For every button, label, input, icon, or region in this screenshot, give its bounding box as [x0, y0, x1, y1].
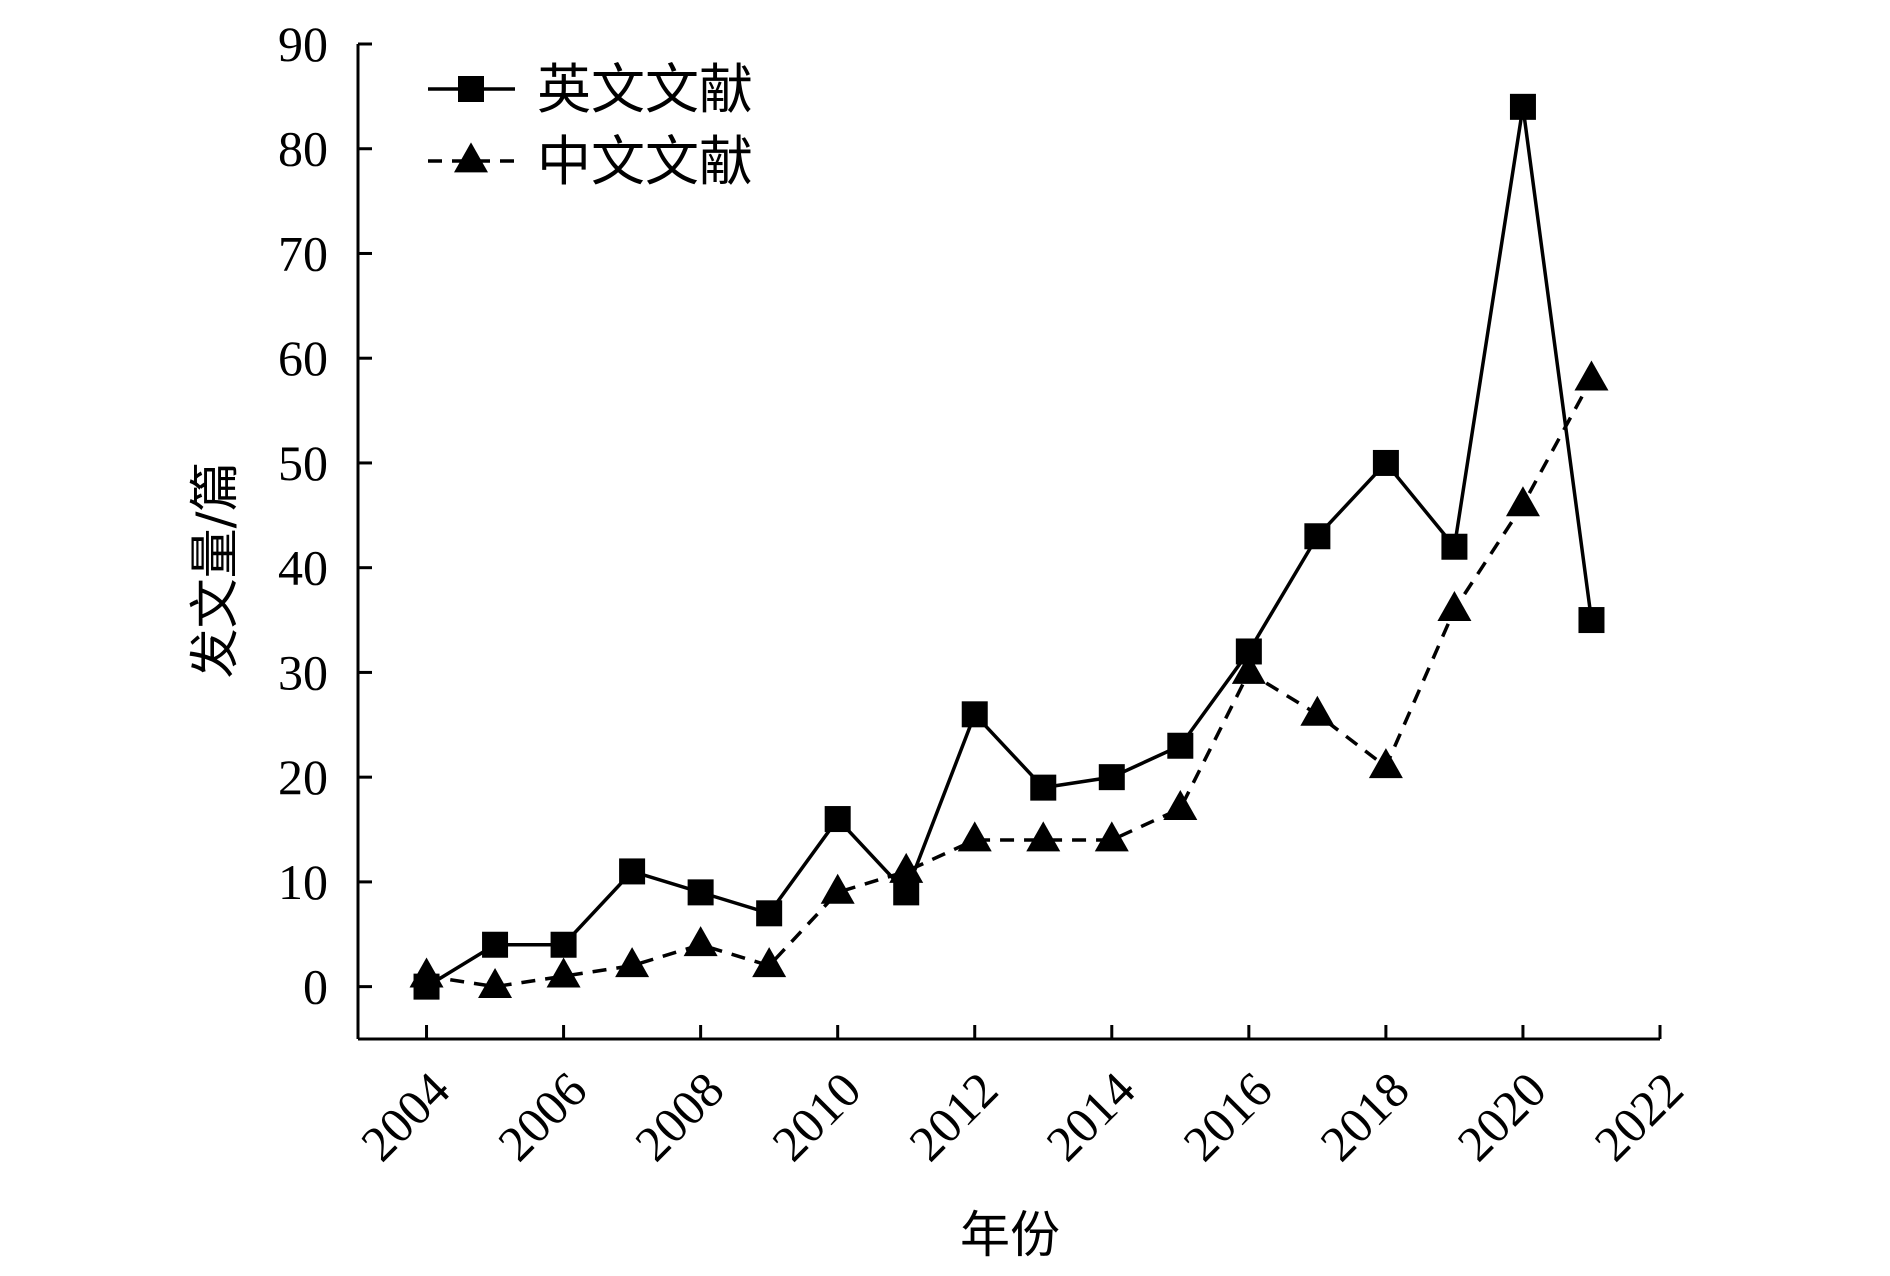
- data-point-square: [1372, 449, 1399, 476]
- data-point-triangle: [478, 968, 513, 999]
- x-tick-label: 2004: [350, 1061, 460, 1171]
- y-tick-label: 40: [278, 540, 328, 596]
- series-line: [426, 378, 1594, 989]
- y-tick-label: 30: [278, 644, 328, 700]
- x-tick-label: 2010: [761, 1061, 871, 1171]
- data-point-triangle: [1231, 653, 1266, 684]
- data-point-triangle: [957, 821, 992, 852]
- x-tick-label: 2022: [1583, 1061, 1693, 1171]
- data-point-triangle: [1163, 789, 1198, 820]
- data-point-triangle: [820, 873, 855, 904]
- data-point-square: [1235, 638, 1262, 665]
- data-point-triangle: [1505, 486, 1540, 517]
- y-tick-label: 50: [278, 435, 328, 491]
- x-tick-label: 2012: [898, 1061, 1008, 1171]
- data-point-square: [1030, 774, 1057, 801]
- data-point-square: [687, 879, 714, 906]
- y-tick-label: 80: [278, 121, 328, 177]
- x-tick-label: 2014: [1035, 1061, 1145, 1171]
- data-point-triangle: [683, 926, 718, 957]
- legend-marker: [454, 142, 488, 173]
- x-tick-label: 2008: [624, 1061, 734, 1171]
- data-point-triangle: [1437, 590, 1472, 621]
- y-tick-label: 70: [278, 225, 328, 281]
- data-point-square: [756, 900, 783, 927]
- series-line: [425, 106, 1594, 989]
- data-point-square: [413, 973, 440, 1000]
- x-axis-title: 年份: [960, 1206, 1060, 1264]
- y-ticks: 0 10 20 30 40 50 60 70 80 90: [278, 16, 372, 1015]
- series-english: [413, 93, 1605, 1000]
- series: [409, 93, 1609, 1000]
- data-point-square: [1167, 732, 1194, 759]
- axes: [356, 44, 1660, 1041]
- data-point-triangle: [615, 947, 650, 978]
- data-point-square: [1304, 523, 1331, 550]
- data-point-triangle: [1094, 821, 1129, 852]
- data-point-triangle: [1574, 360, 1609, 391]
- data-point-triangle: [546, 957, 581, 988]
- data-point-square: [619, 858, 646, 885]
- y-tick-label: 90: [278, 16, 328, 72]
- data-point-triangle: [1368, 748, 1403, 779]
- data-point-square: [1441, 533, 1468, 560]
- data-point-square: [893, 879, 920, 906]
- legend-item: 英文文献: [428, 58, 753, 121]
- data-point-square: [550, 931, 577, 958]
- data-point-square: [961, 701, 988, 728]
- y-tick-label: 20: [278, 749, 328, 805]
- legend-label: 英文文献: [537, 58, 753, 121]
- data-point-square: [1578, 607, 1605, 634]
- y-tick-label: 0: [303, 959, 328, 1015]
- y-tick-label: 60: [278, 330, 328, 386]
- legend-item: 中文文献: [428, 130, 753, 193]
- data-point-triangle: [752, 947, 787, 978]
- data-point-triangle: [1026, 821, 1061, 852]
- x-tick-label: 2006: [487, 1061, 597, 1171]
- data-point-square: [1098, 764, 1125, 791]
- data-point-triangle: [889, 852, 924, 883]
- series-chinese: [409, 360, 1609, 999]
- x-tick-label: 2018: [1309, 1061, 1419, 1171]
- legend-marker: [458, 76, 484, 102]
- x-ticks: 2004 2006 2008 2010 2012 2014 2016 2018 2020 2022: [350, 1025, 1694, 1171]
- y-tick-label: 10: [278, 854, 328, 910]
- x-tick-label: 2020: [1446, 1061, 1556, 1171]
- y-axis-title: 发文量/篇: [186, 462, 244, 679]
- data-point-square: [482, 931, 509, 958]
- data-point-square: [1509, 93, 1536, 120]
- data-point-square: [824, 806, 851, 833]
- data-point-triangle: [1300, 695, 1335, 726]
- legend-label: 中文文献: [537, 130, 753, 193]
- x-tick-label: 2016: [1172, 1061, 1282, 1171]
